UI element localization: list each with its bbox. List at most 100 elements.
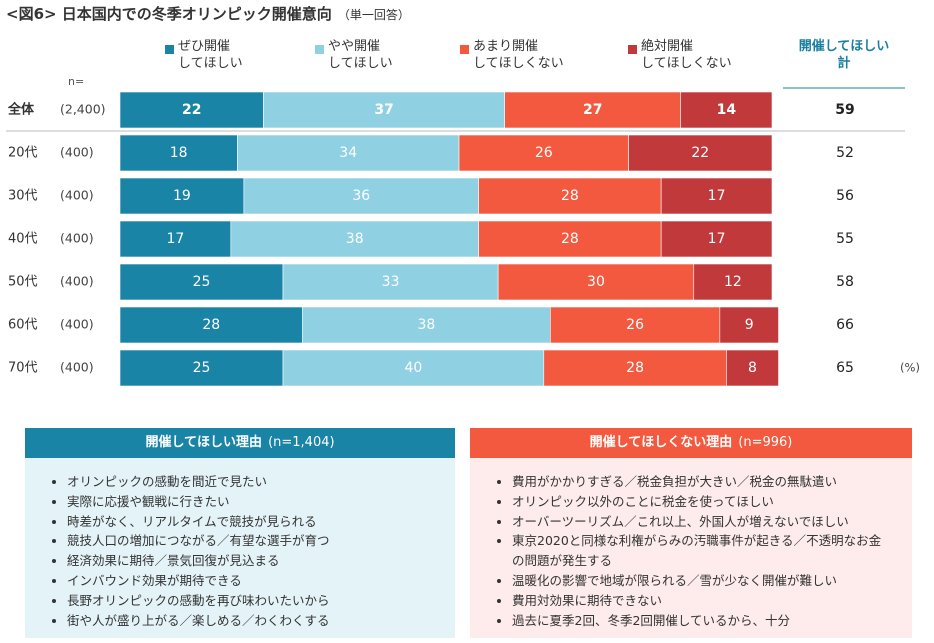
category-label: 30代 <box>8 189 38 204</box>
reason-item: 東京2020と同様な利権がらみの汚職事件が起きる／不透明なお金の問題が発生する <box>512 531 892 571</box>
value-label: 19 <box>173 188 191 204</box>
n-label: (400) <box>60 231 94 246</box>
reason-item: 温暖化の影響で地域が限られる／雪が少なく開催が難しい <box>512 571 892 591</box>
category-label: 70代 <box>8 361 38 376</box>
category-label: 50代 <box>8 275 38 290</box>
bar-segment <box>660 220 773 258</box>
legend-label: 絶対開催 してほしくない <box>641 39 732 71</box>
subtitle: （単一回答） <box>337 8 410 22</box>
reason-item: 費用対効果に期待できない <box>512 591 892 611</box>
bar-segment <box>119 134 238 172</box>
total-value: 66 <box>836 317 854 333</box>
total-value: 58 <box>836 274 854 290</box>
n-label: (400) <box>60 145 94 160</box>
panel-header: 開催してほしくない理由 (n=996) <box>470 428 912 458</box>
panel-n: (n=996) <box>738 435 793 450</box>
bar-segment <box>478 177 662 215</box>
value-label: 17 <box>708 188 726 204</box>
title: <図6> 日本国内での冬季オリンピック開催意向 （単一回答） <box>6 3 410 24</box>
value-label: 17 <box>167 231 185 247</box>
reason-item: オーバーツーリズム／これ以上、外国人が増えないでほしい <box>512 512 892 532</box>
title-text: <図6> 日本国内での冬季オリンピック開催意向 <box>6 5 332 23</box>
bar-segment <box>282 349 545 387</box>
bar-segment <box>726 349 779 387</box>
bar-segment <box>282 263 499 301</box>
reason-item: 長野オリンピックの感動を再び味わいたいから <box>67 591 435 611</box>
n-label: (400) <box>60 317 94 332</box>
bar-segment <box>680 91 773 129</box>
value-label: 28 <box>561 188 579 204</box>
value-label: 8 <box>748 360 757 376</box>
value-label: 37 <box>374 102 393 118</box>
unit-label: (%) <box>900 361 920 375</box>
value-label: 14 <box>717 102 737 118</box>
bar-segment <box>119 177 245 215</box>
reason-item: 街や人が盛り上がる／楽しめる／わくわくする <box>67 611 435 631</box>
value-label: 28 <box>626 360 644 376</box>
legend-marker <box>460 45 469 54</box>
bar-segment <box>543 349 727 387</box>
category-label: 40代 <box>8 232 38 247</box>
value-label: 40 <box>404 360 422 376</box>
category-label: 60代 <box>8 318 38 333</box>
value-label: 36 <box>352 188 370 204</box>
n-label: (400) <box>60 360 94 375</box>
total-value: 55 <box>836 231 854 247</box>
value-label: 38 <box>346 231 364 247</box>
bar-segment <box>504 91 682 129</box>
panel-body: オリンピックの感動を間近で見たい実際に応援や観戦に行きたい時差がなく、リアルタイ… <box>25 458 455 630</box>
total-value: 52 <box>836 145 854 161</box>
panel-body: 費用がかかりすぎる／税金負担が大きい／税金の無駄遣いオリンピック以外のことに税金… <box>470 458 912 630</box>
panel-title: 開催してほしい理由 <box>145 435 263 450</box>
n-header: n= <box>68 75 84 88</box>
reason-list: 費用がかかりすぎる／税金負担が大きい／税金の無駄遣いオリンピック以外のことに税金… <box>470 458 912 630</box>
reason-item: オリンピック以外のことに税金を使ってほしい <box>512 492 892 512</box>
reason-panel: 開催してほしくない理由 (n=996) 費用がかかりすぎる／税金負担が大きい／税金の… <box>470 428 912 638</box>
value-label: 30 <box>587 274 605 290</box>
bar-segment <box>302 306 551 344</box>
chart: n= 全体 (2,400) 22 37 27 14 59 20代 (400) 18 34 26 22 52 3… <box>6 75 920 387</box>
bar-segment <box>119 220 232 258</box>
total-value: 65 <box>836 360 854 376</box>
panel-title: 開催してほしくない理由 <box>589 435 733 450</box>
category-label: 全体 <box>7 102 35 118</box>
reason-item: 実際に応援や観戦に行きたい <box>67 492 435 512</box>
value-label: 33 <box>382 274 400 290</box>
value-label: 18 <box>170 145 188 161</box>
total-value: 56 <box>836 188 854 204</box>
legend-label: やや開催 してほしい <box>328 39 393 71</box>
panel-n: (n=1,404) <box>268 435 335 450</box>
legend-marker <box>315 45 324 54</box>
reason-item: 費用がかかりすぎる／税金負担が大きい／税金の無駄遣い <box>512 472 892 492</box>
reason-item: 競技人口の増加につながる／有望な選手が育つ <box>67 531 435 551</box>
legend-label: ぜひ開催 してほしい <box>178 39 243 71</box>
value-label: 12 <box>724 274 742 290</box>
reason-list: オリンピックの感動を間近で見たい実際に応援や観戦に行きたい時差がなく、リアルタイ… <box>25 458 455 630</box>
legend-label: あまり開催 してほしくない <box>473 39 564 71</box>
bar-segment <box>243 177 479 215</box>
total-header: 開催してほしい 計 <box>798 39 890 71</box>
bar-segment <box>660 177 773 215</box>
value-label: 25 <box>193 360 211 376</box>
bar-segment <box>719 306 779 344</box>
bar-segment <box>458 134 629 172</box>
bar-segment <box>628 134 773 172</box>
panel-header: 開催してほしい理由 (n=1,404) <box>25 428 455 458</box>
value-label: 28 <box>202 317 220 333</box>
bar-segment <box>237 134 460 172</box>
value-label: 26 <box>535 145 553 161</box>
bar-segment <box>263 91 505 129</box>
total-value: 59 <box>835 102 854 118</box>
value-label: 25 <box>193 274 211 290</box>
n-label: (400) <box>60 188 94 203</box>
reason-item: 過去に夏季2回、冬季2回開催しているから、十分 <box>512 611 892 631</box>
reason-item: 経済効果に期待／景気回復が見込まる <box>67 551 435 571</box>
value-label: 27 <box>583 102 602 118</box>
category-label: 20代 <box>8 146 38 161</box>
reason-item: 時差がなく、リアルタイムで競技が見られる <box>67 512 435 532</box>
legend-marker <box>628 45 637 54</box>
value-label: 34 <box>339 145 357 161</box>
reason-panel: 開催してほしい理由 (n=1,404) オリンピックの感動を間近で見たい実際に応援や… <box>25 428 455 638</box>
bar-segment <box>230 220 479 258</box>
